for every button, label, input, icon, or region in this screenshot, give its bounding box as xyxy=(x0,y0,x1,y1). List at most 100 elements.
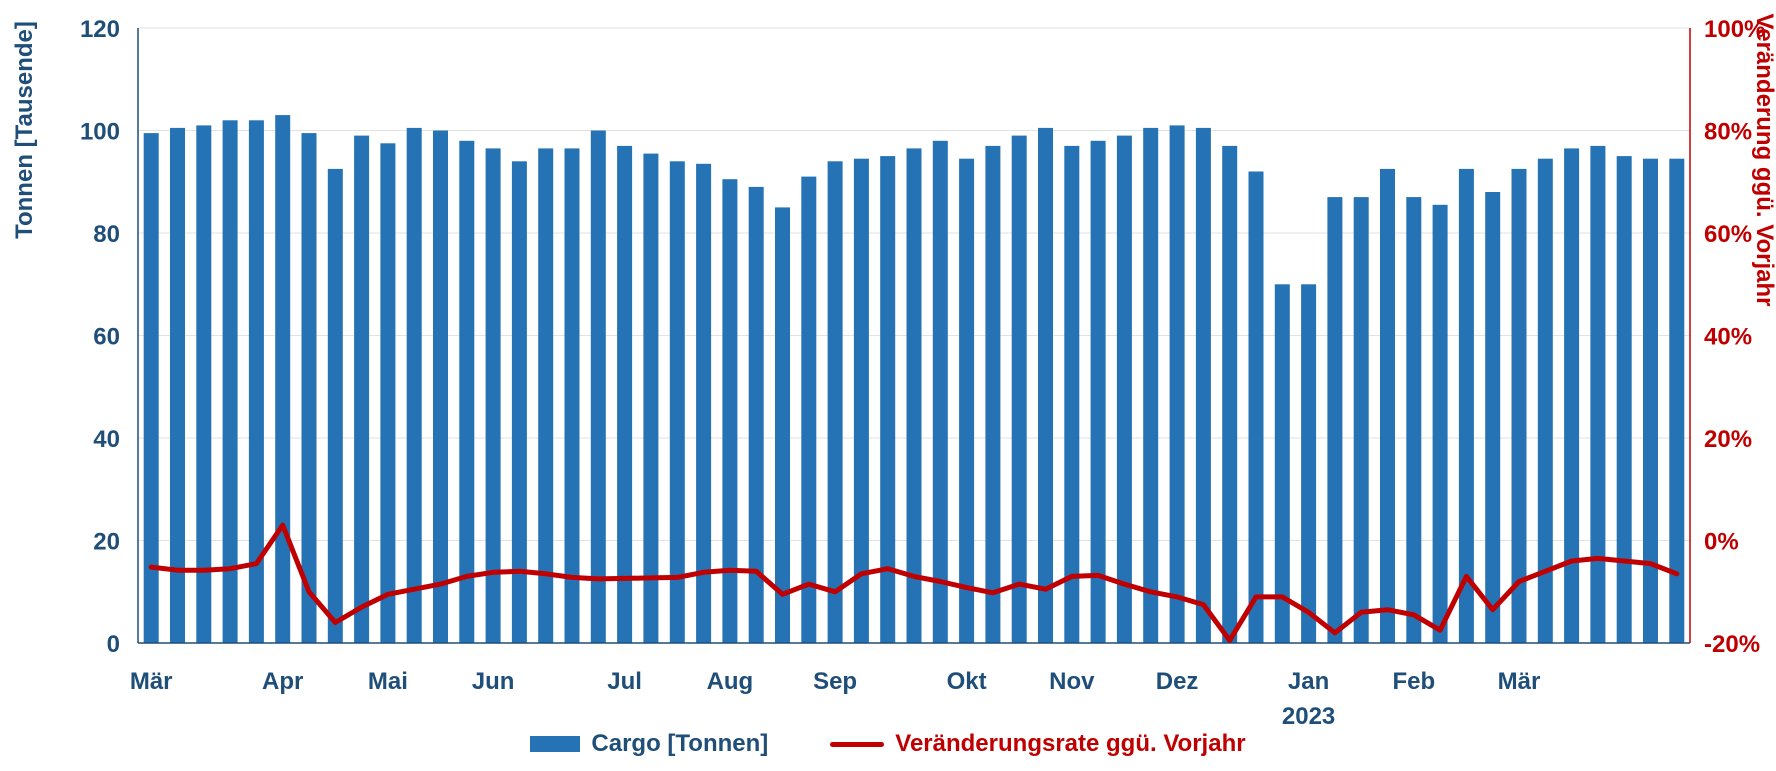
cargo-bar xyxy=(406,127,422,643)
left-tick-label: 40 xyxy=(93,426,120,453)
cargo-bar xyxy=(590,130,606,643)
cargo-bar xyxy=(1222,145,1238,643)
x-tick-label: Sep xyxy=(813,668,857,695)
cargo-bar xyxy=(880,156,896,643)
cargo-bar xyxy=(1274,284,1290,644)
cargo-bar xyxy=(932,140,948,644)
cargo-bar xyxy=(1064,145,1080,643)
cargo-bar xyxy=(696,163,712,644)
cargo-bar xyxy=(1432,204,1448,644)
cargo-bar xyxy=(275,115,291,644)
legend-item-cargo: Cargo [Tonnen] xyxy=(530,730,768,758)
cargo-bar xyxy=(853,158,869,643)
cargo-bar xyxy=(1143,127,1159,643)
cargo-bar xyxy=(1485,192,1501,643)
cargo-bar xyxy=(1353,197,1369,643)
x-tick-label: Mär xyxy=(1498,668,1541,695)
cargo-bar xyxy=(985,145,1001,643)
cargo-bar xyxy=(433,130,448,643)
left-tick-label: 100 xyxy=(80,119,120,146)
cargo-bar xyxy=(1195,127,1211,643)
cargo-bar xyxy=(301,133,317,643)
cargo-bar xyxy=(222,120,238,644)
cargo-bar xyxy=(1590,145,1606,643)
cargo-bar xyxy=(617,145,633,643)
legend-item-rate: Veränderungsrate ggü. Vorjahr xyxy=(830,730,1246,758)
cargo-bar xyxy=(906,148,922,643)
cargo-bar xyxy=(327,168,343,643)
cargo-bar xyxy=(354,135,370,643)
cargo-bar xyxy=(143,133,159,643)
cargo-bar xyxy=(1380,168,1395,643)
cargo-bar xyxy=(1301,284,1317,644)
x-tick-label: Apr xyxy=(262,668,303,695)
cargo-bar xyxy=(1090,140,1106,644)
plot-layer: 0 20 40 60 80 100 120 -20% 0% 20% 40% 60% 80% 100% Mär… xyxy=(80,16,1765,730)
right-tick-label: 100% xyxy=(1704,16,1765,43)
cargo-bar xyxy=(1537,158,1553,643)
left-tick-label: 60 xyxy=(93,324,120,351)
cargo-legend-label: Cargo [Tonnen] xyxy=(591,730,769,757)
rate-legend-label: Veränderungsrate ggü. Vorjahr xyxy=(895,730,1246,757)
cargo-bar xyxy=(643,153,659,643)
cargo-bar xyxy=(669,161,685,644)
cargo-bar xyxy=(485,148,501,643)
cargo-bar xyxy=(1643,158,1658,643)
cargo-bar xyxy=(459,140,475,644)
right-tick-label: 80% xyxy=(1704,119,1752,146)
cargo-bar xyxy=(538,148,554,643)
right-tick-label: 20% xyxy=(1704,426,1752,453)
right-tick-label: 0% xyxy=(1704,529,1739,556)
cargo-bar xyxy=(1011,135,1027,643)
x-tick-label: Jun xyxy=(472,668,515,695)
rate-line-legend-swatch xyxy=(830,741,885,747)
cargo-bar xyxy=(1248,171,1264,643)
chart-legend: Cargo [Tonnen] Veränderungsrate ggü. Vor… xyxy=(0,730,1776,758)
cargo-bar xyxy=(1616,156,1632,643)
cargo-bar xyxy=(748,186,764,643)
x-tick-label: Nov xyxy=(1049,668,1095,695)
cargo-bar xyxy=(1038,127,1053,643)
cargo-bar xyxy=(1511,168,1527,643)
cargo-bar xyxy=(1669,158,1685,643)
x-tick-label: Jan xyxy=(1288,668,1329,695)
cargo-bar xyxy=(801,176,817,643)
x-tick-sublabel: 2023 xyxy=(1282,703,1335,730)
cargo-bar xyxy=(827,161,843,644)
x-tick-label: Okt xyxy=(947,668,987,695)
left-tick-label: 20 xyxy=(93,529,120,556)
cargo-bar xyxy=(1458,168,1474,643)
right-axis-title: Veränderung ggü. Vorjahr xyxy=(1751,14,1776,307)
left-tick-label: 120 xyxy=(80,16,120,43)
x-tick-label: Jul xyxy=(607,668,642,695)
cargo-bar xyxy=(1564,148,1580,643)
right-tick-label: 60% xyxy=(1704,221,1752,248)
cargo-legend-swatch xyxy=(530,736,581,752)
x-tick-label: Mai xyxy=(368,668,408,695)
right-tick-label: 40% xyxy=(1704,324,1752,351)
cargo-bar xyxy=(248,120,264,644)
left-tick-label: 0 xyxy=(107,631,120,658)
cargo-bar xyxy=(1406,197,1422,643)
right-tick-label: -20% xyxy=(1704,631,1760,658)
x-tick-label: Dez xyxy=(1156,668,1199,695)
cargo-bar xyxy=(775,207,790,643)
x-tick-label: Feb xyxy=(1392,668,1435,695)
cargo-bar xyxy=(511,161,527,644)
left-tick-label: 80 xyxy=(93,221,120,248)
cargo-bar xyxy=(170,127,185,643)
cargo-bar xyxy=(722,179,738,643)
cargo-bar xyxy=(564,148,580,643)
cargo-bar xyxy=(1169,125,1185,643)
x-tick-label: Aug xyxy=(707,668,754,695)
cargo-bar xyxy=(1327,197,1343,643)
cargo-bar xyxy=(380,143,396,644)
cargo-bar xyxy=(1116,135,1132,643)
cargo-bar xyxy=(959,158,975,643)
cargo-bar xyxy=(196,125,212,643)
rate-line xyxy=(148,522,1680,643)
left-axis-title: Tonnen [Tausende] xyxy=(11,21,38,239)
x-tick-label: Mär xyxy=(130,668,173,695)
